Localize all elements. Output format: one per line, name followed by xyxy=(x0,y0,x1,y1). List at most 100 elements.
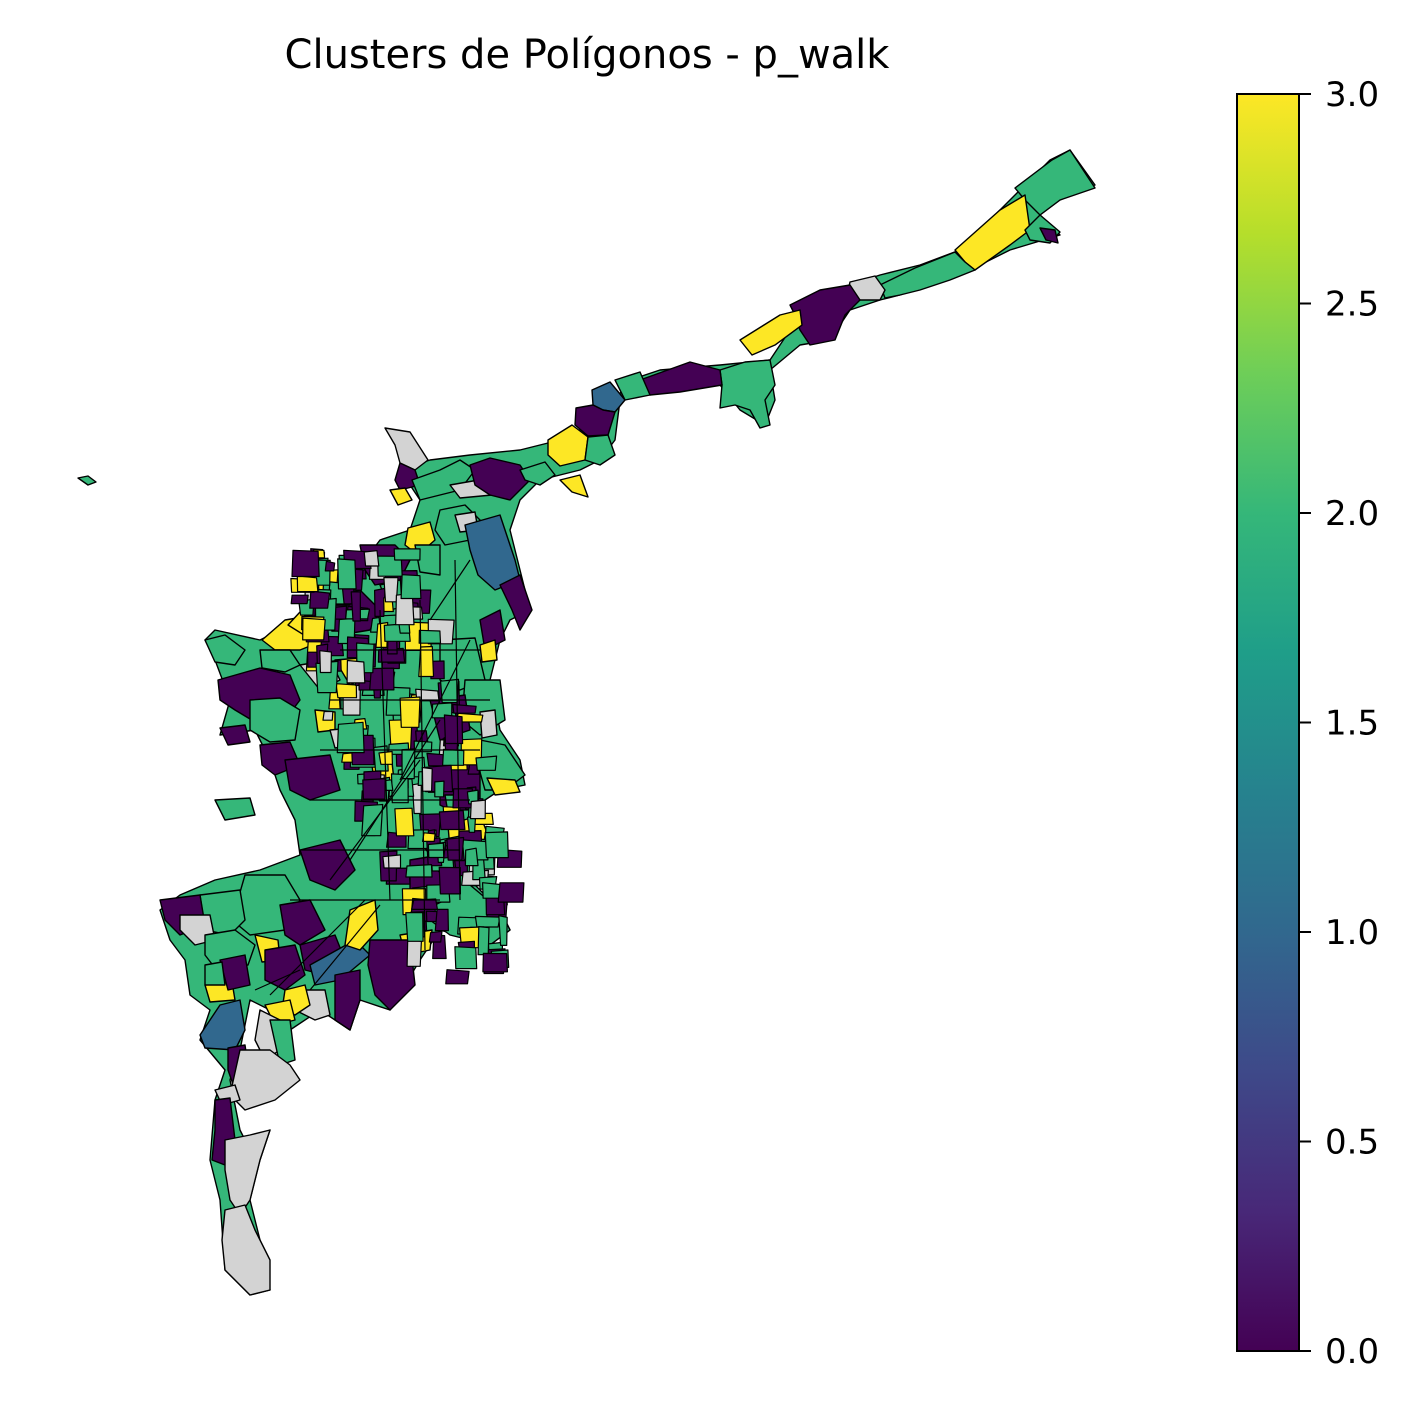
polygon-cluster-2 xyxy=(484,831,509,859)
colorbar-tick-label: 1.5 xyxy=(1325,704,1379,744)
polygon-cluster-0 xyxy=(438,809,466,831)
polygon-cluster-0 xyxy=(434,908,449,932)
polygon-cluster-0 xyxy=(264,944,306,991)
polygon-cluster-3 xyxy=(486,777,521,796)
polygon-cluster-missing xyxy=(406,939,422,967)
colorbar-tick-label: 3.0 xyxy=(1325,75,1379,115)
polygon-cluster-0 xyxy=(639,361,723,396)
polygon-cluster-missing xyxy=(384,427,429,471)
street-grid-lines xyxy=(254,559,490,996)
colorbar: 0.0 0.5 1.0 1.5 2.0 2.5 3.0 xyxy=(1236,75,1379,1372)
polygon-cluster-2 xyxy=(259,649,301,673)
polygon-cluster-3 xyxy=(296,575,319,593)
polygon-cluster-0 xyxy=(284,754,341,801)
polygon-cluster-0 xyxy=(350,591,361,622)
polygon-cluster-2 xyxy=(405,911,424,942)
block-boundary-line xyxy=(399,639,471,781)
polygon-cluster-0 xyxy=(1039,227,1059,244)
polygon-cluster-2 xyxy=(498,915,508,947)
polygon-cluster-2 xyxy=(77,475,97,486)
polygon-cluster-missing xyxy=(363,549,380,567)
polygon-cluster-0 xyxy=(279,899,326,946)
polygon-cluster-2 xyxy=(440,678,460,704)
colorbar-tick-label: 2.5 xyxy=(1325,285,1379,325)
polygon-cluster-0 xyxy=(469,457,531,501)
polygon-cluster-missing xyxy=(319,650,332,674)
city-outline-region xyxy=(159,149,1096,1296)
polygon-cluster-missing xyxy=(421,766,433,792)
polygon-cluster-2 xyxy=(474,915,501,928)
polygon-cluster-3 xyxy=(418,645,435,678)
polygon-cluster-3 xyxy=(394,807,415,837)
polygon-cluster-2 xyxy=(337,558,357,590)
polygon-cluster-0 xyxy=(452,703,477,714)
polygon-cluster-0 xyxy=(574,404,616,437)
polygon-cluster-0 xyxy=(219,954,251,991)
polygon-cluster-2 xyxy=(477,925,490,956)
polygon-cluster-0 xyxy=(324,560,336,572)
polygon-cluster-0 xyxy=(445,969,470,985)
polygon-cluster-1 xyxy=(199,999,246,1051)
colorbar-ticks: 0.0 0.5 1.0 1.5 2.0 2.5 3.0 xyxy=(1299,75,1379,1372)
colorbar-gradient xyxy=(1236,93,1300,1352)
polygon-cluster-missing xyxy=(224,1129,271,1216)
colorbar-tick-label: 0.0 xyxy=(1325,1332,1379,1372)
polygon-cluster-0 xyxy=(334,969,361,1031)
block-boundary-line xyxy=(329,759,421,881)
block-boundary-line xyxy=(309,904,381,991)
block-boundary-line xyxy=(429,559,471,621)
polygon-cluster-missing xyxy=(346,659,366,684)
polygon-cluster-0 xyxy=(426,752,445,767)
polygon-cluster-0 xyxy=(374,587,386,618)
polygon-cluster-2 xyxy=(614,371,651,401)
polygon-cluster-3 xyxy=(399,696,421,728)
polygon-cluster-missing xyxy=(221,1204,271,1296)
polygon-cluster-2 xyxy=(204,961,226,986)
block-boundary-line xyxy=(254,969,301,991)
polygon-cluster-3 xyxy=(389,487,413,506)
polygon-cluster-2 xyxy=(454,946,478,970)
polygon-cluster-missing xyxy=(322,710,334,721)
polygon-cluster-2 xyxy=(1014,149,1096,216)
polygon-cluster-missing xyxy=(382,854,402,869)
polygon-cluster-3 xyxy=(302,617,326,641)
polygon-cluster-missing xyxy=(469,799,486,820)
polygon-cluster-3 xyxy=(739,309,803,356)
polygon-cluster-2 xyxy=(336,721,365,754)
polygon-cluster-0 xyxy=(290,594,309,605)
polygon-cluster-2 xyxy=(442,748,465,766)
polygon-cluster-missing xyxy=(479,709,498,739)
block-boundary-line xyxy=(419,599,426,951)
polygon-cluster-2 xyxy=(434,780,445,798)
map-title: Clusters de Polígonos - p_walk xyxy=(285,32,891,78)
polygon-cluster-2 xyxy=(393,548,421,561)
colorbar-tick-label: 2.0 xyxy=(1325,494,1379,534)
polygon-cluster-0 xyxy=(479,609,506,651)
colorbar-tick-label: 0.5 xyxy=(1325,1123,1379,1163)
polygon-cluster-2 xyxy=(475,755,498,771)
polygon-cluster-2 xyxy=(400,574,422,600)
polygon-cluster-2 xyxy=(214,797,256,821)
polygon-cluster-2 xyxy=(418,629,442,644)
polygon-cluster-0 xyxy=(428,930,443,943)
polygon-cluster-0 xyxy=(219,724,251,746)
block-boundary-line xyxy=(349,719,441,861)
polygon-cluster-2 xyxy=(519,461,556,486)
block-boundary-line xyxy=(379,609,391,901)
polygon-cluster-0 xyxy=(482,952,508,973)
polygon-cluster-0 xyxy=(291,549,320,578)
polygon-cluster-2 xyxy=(584,434,616,466)
block-boundary-line xyxy=(454,559,461,901)
polygon-cluster-2 xyxy=(204,634,246,666)
polygon-cluster-2 xyxy=(414,544,441,576)
polygon-cluster-2 xyxy=(719,359,776,429)
colorbar-tick-label: 1.0 xyxy=(1325,913,1379,953)
polygon-cluster-0 xyxy=(499,574,533,631)
polygon-cluster-0 xyxy=(446,836,465,861)
polygon-cluster-0 xyxy=(497,882,525,903)
polygon-cluster-0 xyxy=(438,866,461,895)
polygon-cluster-3 xyxy=(422,832,436,843)
cluster-map xyxy=(77,149,1096,1296)
polygon-cluster-3 xyxy=(479,639,498,663)
